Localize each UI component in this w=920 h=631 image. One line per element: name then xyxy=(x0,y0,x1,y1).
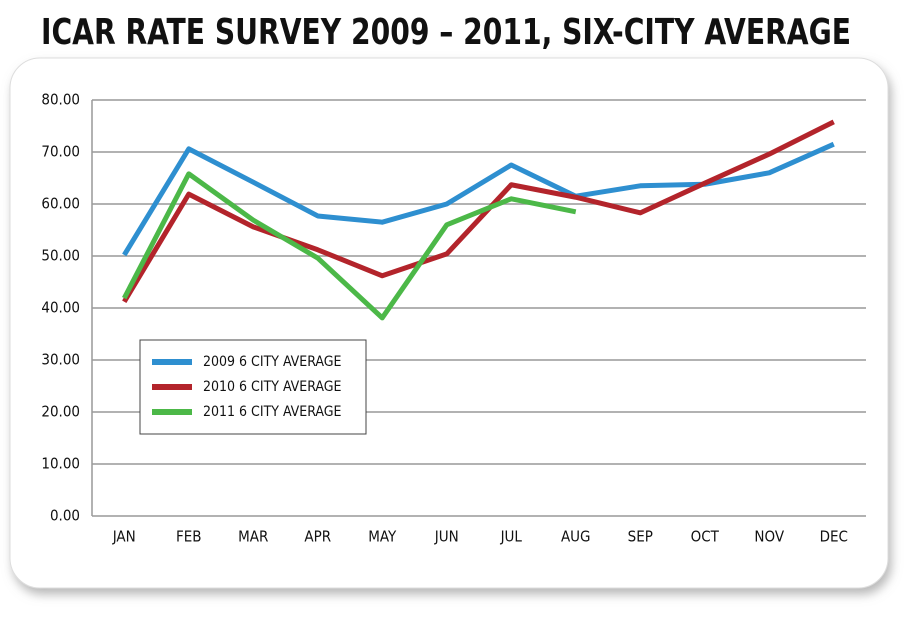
y-tick-label: 20.00 xyxy=(41,403,80,421)
x-tick-label: MAR xyxy=(238,528,268,546)
y-tick-label: 80.00 xyxy=(41,91,80,109)
x-tick-label: OCT xyxy=(691,528,720,546)
x-tick-label: SEP xyxy=(628,528,653,546)
x-tick-label: APR xyxy=(304,528,331,546)
legend-label: 2009 6 CITY AVERAGE xyxy=(203,354,342,370)
series-line xyxy=(122,171,577,321)
y-tick-label: 70.00 xyxy=(41,143,80,161)
y-tick-label: 60.00 xyxy=(41,195,80,213)
x-tick-label: FEB xyxy=(176,528,202,546)
y-tick-label: 40.00 xyxy=(41,299,80,317)
y-tick-label: 30.00 xyxy=(41,351,80,369)
x-tick-label: AUG xyxy=(561,528,591,546)
chart-title: ICAR RATE SURVEY 2009 – 2011, SIX-CITY A… xyxy=(41,12,851,53)
x-tick-label: MAY xyxy=(368,528,397,546)
x-tick-label: NOV xyxy=(754,528,784,546)
x-tick-label: JUL xyxy=(500,528,523,546)
y-tick-label: 10.00 xyxy=(41,455,80,473)
y-tick-label: 0.00 xyxy=(50,507,80,525)
x-tick-label: JAN xyxy=(112,528,136,546)
legend-label: 2010 6 CITY AVERAGE xyxy=(203,379,342,395)
card xyxy=(9,57,889,589)
y-tick-label: 50.00 xyxy=(41,247,80,265)
x-tick-label: DEC xyxy=(820,528,848,546)
series-line xyxy=(122,141,835,257)
legend-label: 2011 6 CITY AVERAGE xyxy=(203,404,342,420)
series-line xyxy=(122,119,835,304)
x-tick-label: JUN xyxy=(434,528,459,546)
